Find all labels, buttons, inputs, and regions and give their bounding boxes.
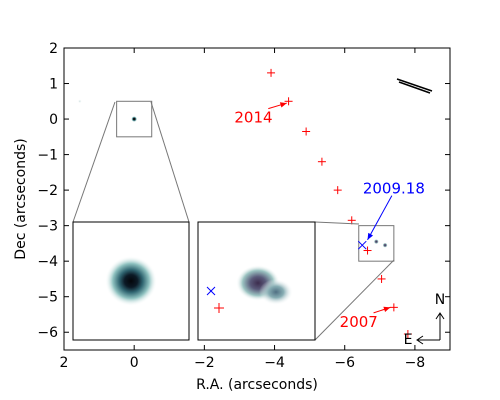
plus-marker: [377, 274, 386, 283]
zoom-box: [116, 100, 153, 138]
compass: N E: [404, 292, 446, 348]
companion-source: [382, 242, 388, 248]
star-core: [132, 117, 136, 121]
x-tick-label: 2: [60, 355, 69, 371]
inset-star: [72, 221, 190, 341]
epoch-annotations: 2014 2009.18 2007: [234, 102, 425, 331]
compass-east-label: E: [404, 332, 413, 348]
x-axis-label: R.A. (arcseconds): [196, 377, 318, 393]
epoch-label: 2007: [340, 313, 378, 331]
image-sources: [77, 99, 388, 248]
position-markers: [267, 68, 412, 339]
faint-source: [77, 99, 82, 104]
zoom-boxes: [116, 100, 395, 262]
compass-north-label: N: [435, 292, 445, 308]
compass-east-arrowhead: [416, 335, 424, 345]
y-tick-label: −5: [37, 290, 58, 306]
plus-marker: [267, 68, 276, 77]
compass-north-arrowhead: [435, 312, 445, 320]
plus-marker: [333, 186, 342, 195]
zoom-box: [358, 225, 395, 262]
epoch-arrow: [367, 195, 393, 241]
inset-connector-line: [72, 101, 116, 223]
plus-marker: [302, 127, 311, 136]
x-tick-label: −8: [405, 355, 426, 371]
y-tick-label: −3: [37, 219, 58, 235]
star-halo: [105, 256, 157, 306]
y-tick-label: 0: [49, 112, 58, 128]
companion-source: [373, 239, 379, 245]
y-axis-label: Dec (arcseconds): [13, 138, 29, 259]
inset-connector-line: [314, 259, 395, 341]
y-tick-label: 2: [49, 41, 58, 57]
inset-x-marker: [206, 286, 216, 296]
inset-companion: [197, 221, 316, 341]
plus-marker: [347, 216, 356, 225]
tick-labels: 2 0 −2 −4 −6 −8 2 1 0 −1 −2 −3 −4 −5 −6: [37, 41, 425, 371]
plus-marker: [317, 157, 326, 166]
companion-halo-secondary: [259, 279, 293, 305]
y-tick-label: −2: [37, 183, 58, 199]
plus-marker: [389, 303, 398, 312]
epoch-label: 2014: [234, 109, 272, 127]
plus-marker: [403, 330, 412, 339]
y-tick-label: −4: [37, 254, 58, 270]
plus-marker: [284, 97, 293, 106]
epoch-label: 2009.18: [363, 180, 425, 198]
position-angle-indicator: [396, 78, 433, 94]
axis-ticks: [63, 47, 450, 350]
x-tick-label: −2: [194, 355, 215, 371]
epoch-arrowhead: [383, 306, 391, 312]
x-tick-label: −6: [334, 355, 355, 371]
inset-plus-marker: [214, 303, 224, 313]
epoch-arrowhead: [367, 232, 374, 240]
x-tick-label: −4: [264, 355, 285, 371]
inset-connector-line: [314, 221, 360, 225]
y-tick-label: 1: [49, 77, 58, 93]
y-tick-label: −6: [37, 325, 58, 341]
inset-connector-line: [150, 101, 190, 223]
zoom-insets: [72, 101, 395, 341]
plus-marker: [363, 246, 372, 255]
x-tick-label: 0: [130, 355, 139, 371]
epoch-arrowhead: [279, 102, 287, 108]
x-marker: [357, 240, 367, 250]
y-tick-label: −1: [37, 148, 58, 164]
